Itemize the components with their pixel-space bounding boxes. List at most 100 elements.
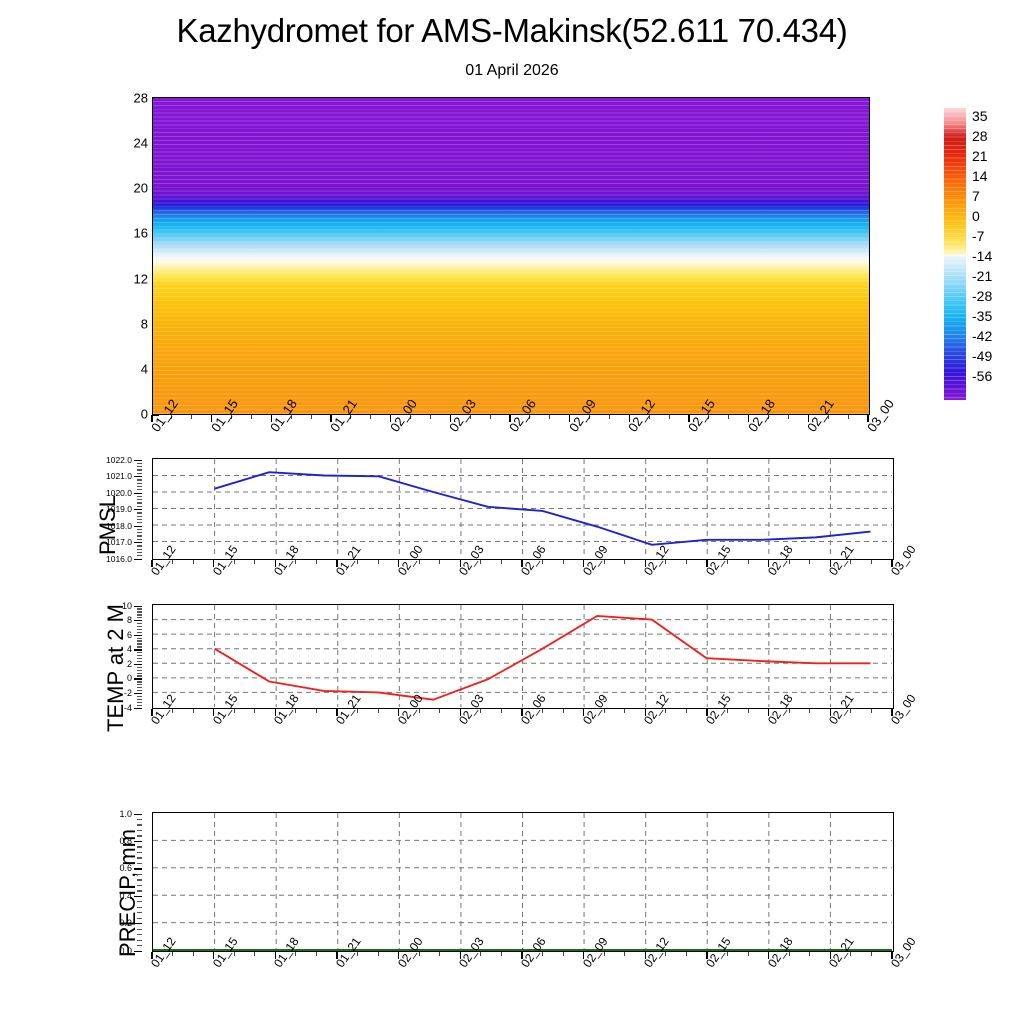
x-tick	[688, 415, 690, 422]
x-tick-minor	[685, 709, 687, 713]
x-tick	[270, 415, 273, 422]
y-tick-minor	[137, 469, 142, 471]
y-tick-minor	[137, 652, 142, 654]
precip-x-labels: 01_12 01_15 01_18 01_21 02_00 02_03 02_06 02_09…	[148, 935, 942, 1010]
y-tick-minor	[137, 666, 142, 668]
colorbar-tick-label: -42	[972, 328, 993, 344]
x-tick-minor	[295, 709, 297, 713]
x-tick-minor	[377, 952, 379, 956]
y-tick-minor	[137, 637, 142, 639]
x-tick-minor	[357, 709, 359, 713]
y-tick-minor	[137, 818, 142, 821]
x-tick	[212, 560, 215, 567]
x-tick	[336, 560, 338, 567]
x-tick-minor	[231, 415, 233, 419]
y-tick-minor	[137, 884, 142, 887]
y-tick-mark	[134, 459, 142, 461]
y-tick-minor	[137, 479, 142, 481]
x-tick-minor	[295, 952, 297, 956]
x-tick-minor	[727, 560, 729, 564]
x-tick-minor	[418, 709, 420, 713]
x-tick-minor	[727, 709, 729, 713]
y-axis-tick-label: 0.0	[119, 945, 132, 956]
x-tick	[274, 560, 277, 567]
y-axis-tick-label: 8	[126, 615, 132, 626]
main-panel-x-ticks	[151, 415, 870, 423]
y-tick-mark	[134, 663, 142, 666]
colorbar-tick-label: -56	[972, 368, 993, 384]
x-tick-minor	[233, 952, 235, 956]
main-y-axis-label: 0	[140, 406, 148, 422]
contour-lines	[153, 98, 869, 414]
x-tick-minor	[768, 415, 770, 419]
x-tick	[582, 952, 585, 959]
main-y-axis-label: 16	[133, 225, 148, 241]
x-tick	[568, 415, 571, 422]
x-tick	[521, 709, 523, 716]
y-tick-minor	[137, 489, 142, 491]
y-tick-minor	[137, 701, 142, 703]
y-axis-tick-label: 0.6	[119, 863, 132, 874]
main-y-axis-label: 8	[140, 316, 148, 332]
page-subtitle: 01 April 2026	[465, 62, 559, 79]
y-axis-tick-label: 0	[126, 673, 132, 684]
x-tick-minor	[233, 709, 235, 713]
y-tick-mark	[134, 707, 142, 709]
x-tick	[644, 709, 647, 716]
temp-plot	[152, 604, 894, 709]
x-tick-minor	[439, 952, 441, 956]
x-tick	[509, 415, 511, 422]
y-tick-minor	[137, 646, 142, 648]
x-tick-minor	[603, 560, 605, 564]
y-tick-mark	[134, 476, 142, 478]
x-tick	[151, 709, 153, 716]
y-axis-tick-label: 0.2	[119, 918, 132, 929]
precip-plot	[152, 812, 894, 952]
x-tick	[330, 415, 332, 422]
x-tick-minor	[624, 560, 626, 564]
y-tick-minor	[137, 690, 142, 692]
x-tick	[767, 952, 770, 959]
x-tick	[397, 709, 400, 716]
x-tick	[747, 415, 750, 422]
x-tick	[829, 952, 832, 959]
colorbar-tick-label: 14	[972, 168, 988, 184]
x-tick-minor	[172, 560, 174, 564]
x-tick-minor	[310, 415, 312, 419]
x-tick-minor	[589, 415, 591, 419]
x-tick-minor	[603, 709, 605, 713]
x-tick-minor	[418, 952, 420, 956]
y-tick-minor	[137, 502, 142, 504]
page-title: Kazhydromet for AMS-Makinsk(52.611 70.43…	[176, 12, 848, 49]
y-tick-minor	[137, 829, 142, 832]
x-tick-minor	[624, 952, 626, 956]
main-y-axis-label: 28	[133, 90, 148, 106]
x-tick-minor	[747, 709, 749, 713]
colorbar-tick-label: -14	[972, 248, 993, 264]
x-tick-minor	[562, 709, 564, 713]
main-y-axis-label: 20	[133, 180, 148, 196]
y-tick-minor	[137, 548, 142, 550]
temperature-contour-fill	[153, 98, 869, 414]
x-tick-minor	[418, 560, 420, 564]
y-tick-mark	[134, 605, 142, 607]
y-tick-minor	[137, 873, 142, 876]
x-tick-minor	[192, 952, 194, 956]
y-tick-minor	[137, 655, 142, 657]
y-axis-tick-label: -4	[123, 702, 132, 713]
x-tick-minor	[192, 709, 194, 713]
y-axis-tick-label: 1022.0	[106, 454, 132, 465]
y-tick-minor	[137, 614, 142, 616]
y-tick-minor	[137, 857, 142, 859]
x-tick-minor	[172, 709, 174, 713]
x-tick	[151, 560, 153, 567]
x-tick-minor	[809, 952, 811, 956]
y-tick-minor	[137, 608, 142, 610]
y-tick-minor	[137, 934, 142, 936]
x-tick-minor	[439, 560, 441, 564]
y-axis-tick-label: 1020.0	[106, 487, 132, 498]
colorbar-tick-label: 28	[972, 128, 988, 144]
x-tick-minor	[727, 952, 729, 956]
x-tick-minor	[850, 952, 852, 956]
x-tick-minor	[747, 952, 749, 956]
